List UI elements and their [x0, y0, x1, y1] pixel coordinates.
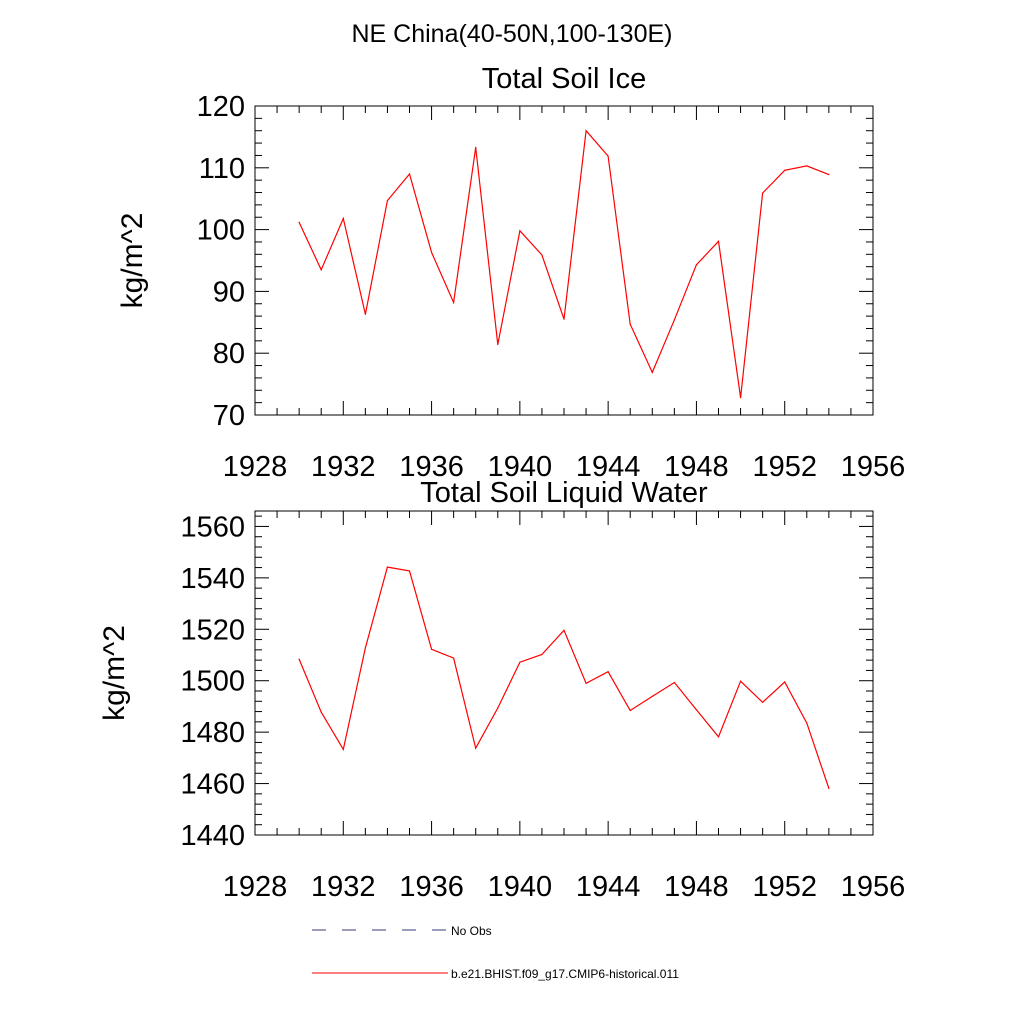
y-tick-label: 100: [197, 215, 245, 247]
data-point: [453, 657, 455, 659]
x-tick-label: 1948: [664, 871, 729, 903]
y-tick-label: 120: [197, 91, 245, 123]
data-point: [629, 323, 631, 325]
data-point: [563, 629, 565, 631]
x-tick-label: 1936: [399, 451, 464, 483]
data-point: [762, 192, 764, 194]
data-point: [342, 748, 344, 750]
x-tick-label: 1952: [752, 451, 817, 483]
x-tick-label: 1944: [576, 871, 641, 903]
data-point: [585, 682, 587, 684]
data-point: [320, 269, 322, 271]
x-tick-label: 1940: [488, 871, 553, 903]
data-point: [673, 681, 675, 684]
y-axis-label: kg/m^2: [98, 625, 131, 721]
data-point: [475, 146, 477, 149]
chart-title: Total Soil Liquid Water: [420, 477, 708, 509]
chart-title: Total Soil Ice: [482, 63, 646, 95]
data-point: [475, 747, 477, 749]
data-point: [563, 318, 565, 320]
data-point: [695, 709, 698, 711]
y-tick-label: 1560: [180, 511, 245, 543]
y-tick-label: 1480: [180, 717, 245, 749]
plot-frame: [254, 510, 874, 836]
charts-group: Total Soil Ice kg/m^2 1928 1932 1936 1940 1944…: [98, 63, 905, 903]
chart-panel-2: Total Soil Liquid Water kg/m^2 1928 1932 193…: [98, 477, 905, 903]
data-point: [695, 264, 698, 266]
data-point: [762, 701, 764, 703]
chart-panel-1: Total Soil Ice kg/m^2 1928 1932 1936 1940 1944…: [116, 63, 905, 483]
data-point: [739, 680, 742, 682]
plot-frame: [254, 105, 874, 416]
x-tick-label: 1928: [223, 871, 288, 903]
x-tick-label: 1944: [576, 451, 641, 483]
data-point: [430, 648, 433, 650]
y-tick-label: 1460: [180, 769, 245, 801]
data-point: [342, 217, 344, 220]
data-point: [408, 173, 411, 175]
data-point: [784, 681, 786, 683]
series-line-1: [298, 566, 830, 789]
x-tick-label: 1952: [752, 871, 817, 903]
x-tick-label: 1956: [841, 451, 906, 483]
legend: No Obs b.e21.BHIST.f09_g17.CMIP6-historic…: [312, 924, 679, 981]
data-point: [585, 130, 587, 132]
data-point: [519, 661, 521, 663]
x-tick-label: 1932: [311, 451, 376, 483]
data-point: [717, 240, 720, 242]
data-point: [541, 653, 543, 656]
data-point: [497, 343, 499, 346]
y-tick-label: 80: [213, 338, 245, 370]
data-point: [651, 371, 653, 373]
data-point: [364, 313, 366, 315]
legend-label-2: b.e21.BHIST.f09_g17.CMIP6-historical.011: [451, 967, 679, 981]
data-point: [408, 570, 411, 572]
data-point: [298, 221, 300, 223]
data-point: [739, 397, 742, 399]
data-point: [673, 319, 675, 321]
y-axis-label: kg/m^2: [116, 213, 149, 309]
data-point: [519, 230, 521, 232]
data-point: [430, 251, 433, 254]
y-tick-label: 1540: [180, 563, 245, 595]
data-point: [364, 647, 366, 649]
x-tick-label: 1948: [664, 451, 729, 483]
figure-main-title: NE China(40-50N,100-130E): [351, 20, 672, 48]
data-point: [497, 707, 499, 709]
x-tick-label: 1928: [223, 451, 288, 483]
data-point: [784, 169, 786, 171]
data-point: [607, 155, 609, 157]
data-point: [386, 199, 389, 202]
data-point: [386, 566, 389, 568]
y-tick-label: 1500: [180, 666, 245, 698]
y-tick-label: 90: [213, 276, 245, 308]
data-point: [806, 722, 808, 724]
series-line-1: [298, 129, 830, 398]
data-point: [828, 787, 830, 790]
data-point: [298, 658, 300, 660]
data-point: [320, 711, 322, 713]
x-tick-label: 1940: [488, 451, 553, 483]
x-tick-label: 1932: [311, 871, 376, 903]
data-point: [651, 695, 653, 698]
x-tick-label: 1956: [841, 871, 906, 903]
data-point: [541, 254, 543, 256]
data-point: [629, 709, 631, 712]
data-point: [806, 165, 808, 167]
data-point: [607, 671, 609, 673]
data-point: [717, 736, 720, 738]
y-tick-label: 70: [213, 400, 245, 432]
legend-label-1: No Obs: [451, 924, 492, 938]
x-tick-label: 1936: [399, 871, 464, 903]
y-tick-label: 110: [199, 153, 245, 185]
data-point: [828, 173, 830, 176]
data-point: [453, 301, 455, 304]
y-tick-label: 1440: [180, 820, 245, 852]
y-tick-label: 1520: [180, 614, 245, 646]
